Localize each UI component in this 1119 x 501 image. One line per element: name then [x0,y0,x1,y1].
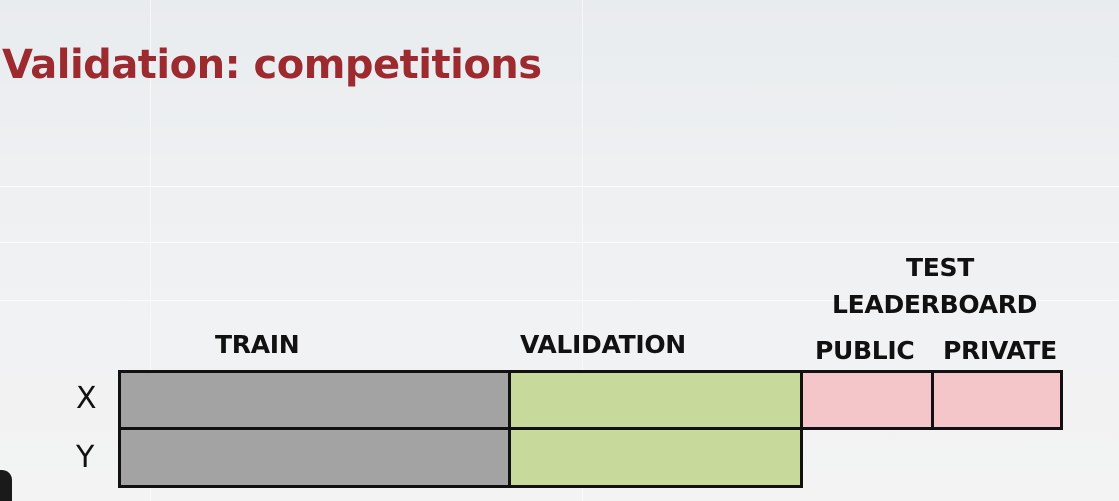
row-label-x: X [76,381,97,416]
background-line [150,0,151,501]
row-label-y: Y [76,440,95,475]
background-line [582,0,583,501]
background-band [0,186,1119,187]
background-band [0,242,1119,243]
background-band [0,300,1119,301]
public-test-x-block [800,370,934,430]
test-label: TEST [906,253,974,282]
presenter-silhouette [0,470,12,501]
train-label: TRAIN [215,330,300,359]
train-x-block [118,370,511,430]
train-y-block [118,427,511,488]
public-label: PUBLIC [815,336,915,365]
slide-title: Validation: competitions [2,42,542,88]
validation-label: VALIDATION [520,330,686,359]
validation-y-block [508,427,803,488]
leaderboard-label: LEADERBOARD [832,290,1038,319]
private-test-x-block [931,370,1063,430]
private-label: PRIVATE [943,336,1057,365]
validation-x-block [508,370,803,430]
